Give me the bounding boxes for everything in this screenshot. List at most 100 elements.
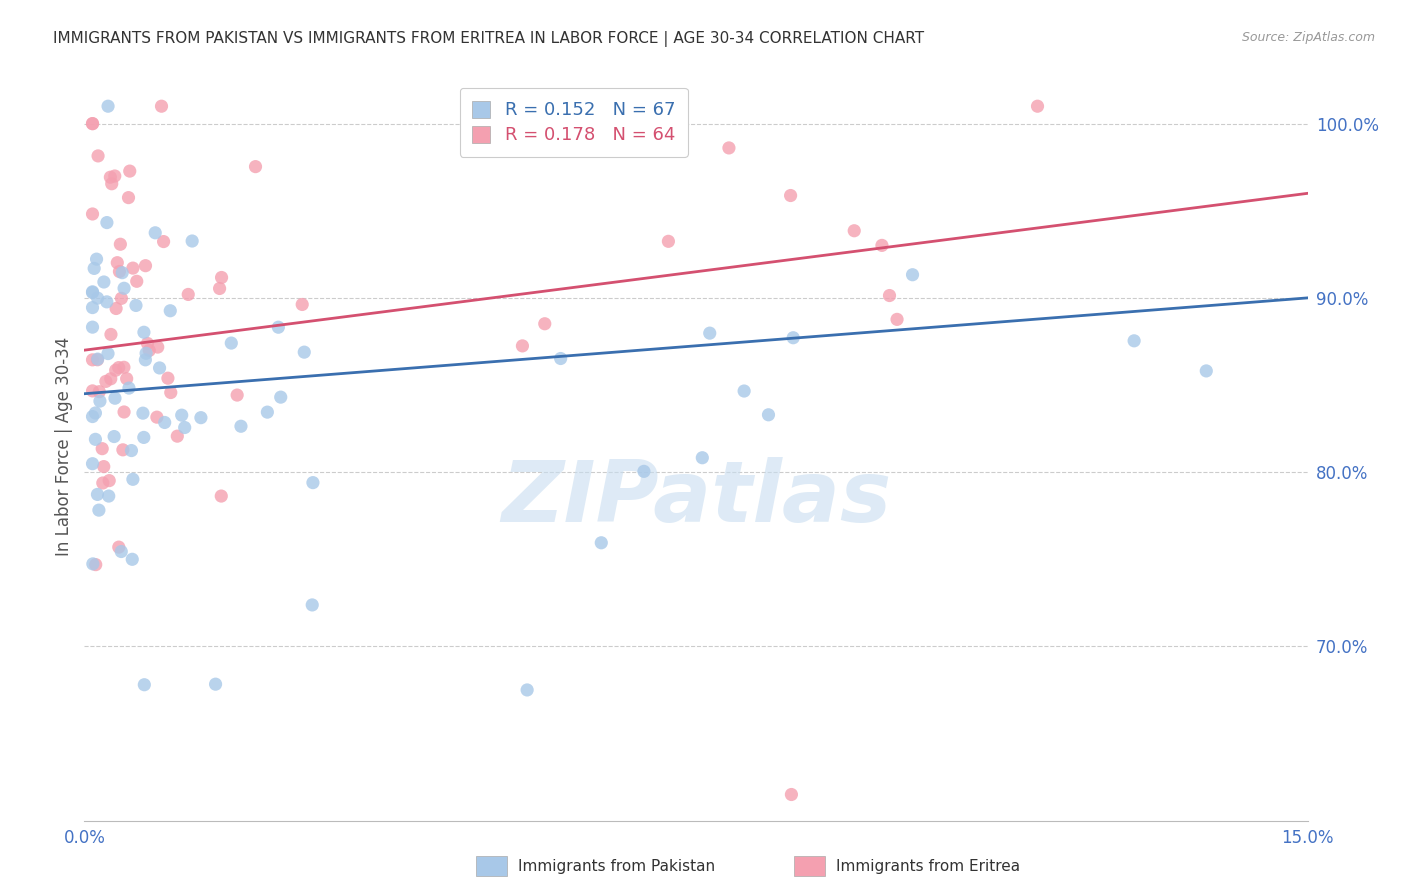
Point (173, 420, 195, 434)
Point (82, 117, 104, 131)
Point (118, 164, 141, 178)
Point (780, 788, 803, 802)
Point (482, 99, 505, 113)
Point (879, 288, 901, 302)
Point (267, 320, 290, 334)
Point (125, 274, 148, 288)
Point (122, 261, 145, 276)
Point (97, 489, 120, 503)
Point (901, 268, 924, 282)
Point (758, 408, 780, 422)
Point (170, 408, 193, 422)
Point (153, 416, 176, 430)
Point (733, 384, 755, 398)
Point (104, 391, 127, 405)
Point (516, 682, 538, 697)
Point (118, 381, 141, 395)
Point (112, 360, 135, 375)
Point (89, 394, 111, 409)
Point (292, 345, 315, 359)
Text: IMMIGRANTS FROM PAKISTAN VS IMMIGRANTS FROM ERITREA IN LABOR FORCE | AGE 30-34 C: IMMIGRANTS FROM PAKISTAN VS IMMIGRANTS F… (53, 31, 925, 47)
Point (533, 317, 555, 331)
Point (110, 544, 132, 558)
Point (886, 312, 908, 326)
Point (107, 540, 129, 554)
Point (177, 287, 200, 301)
Point (122, 472, 145, 486)
Point (782, 331, 804, 345)
Point (86, 352, 108, 367)
Point (1195, 364, 1218, 378)
Point (104, 363, 127, 377)
Point (134, 259, 156, 273)
Point (103, 429, 125, 443)
Point (84, 433, 107, 447)
Point (844, 224, 866, 238)
Point (108, 264, 131, 278)
Point (82, 117, 104, 131)
Point (204, 677, 226, 691)
Point (100, 372, 122, 386)
Point (135, 346, 157, 360)
Point (138, 343, 160, 358)
Point (146, 340, 169, 354)
Point (86, 487, 108, 501)
Point (115, 372, 138, 386)
Point (270, 390, 292, 404)
Point (159, 385, 181, 400)
Point (96, 216, 118, 230)
Point (550, 351, 572, 366)
Point (82, 207, 104, 221)
Point (159, 303, 181, 318)
Point (86, 291, 108, 305)
Point (84, 406, 107, 420)
Point (91, 475, 114, 490)
Legend: R = 0.152   N = 67, R = 0.178   N = 64: R = 0.152 N = 67, R = 0.178 N = 64 (460, 88, 688, 157)
Point (87, 149, 110, 163)
Text: ZIPatlas: ZIPatlas (501, 457, 891, 540)
Point (150, 99, 173, 113)
Point (86, 252, 108, 267)
Point (633, 464, 655, 478)
Point (89, 384, 111, 399)
Point (190, 410, 212, 425)
Point (111, 442, 134, 457)
Point (97, 99, 120, 113)
Point (96, 294, 118, 309)
Point (219, 336, 242, 351)
Point (870, 238, 893, 252)
Point (132, 406, 155, 420)
Point (82, 457, 104, 471)
Point (256, 405, 278, 419)
Point (302, 475, 325, 490)
Point (117, 191, 139, 205)
Point (245, 160, 267, 174)
Point (98, 170, 121, 185)
Point (112, 405, 135, 419)
Point (93, 459, 115, 474)
Point (82, 285, 104, 300)
Point (209, 489, 232, 503)
Point (107, 360, 129, 375)
Point (125, 298, 148, 312)
Point (112, 281, 135, 295)
Point (717, 141, 740, 155)
Point (100, 177, 122, 191)
Point (82, 409, 104, 424)
Point (132, 430, 155, 444)
Point (104, 169, 127, 183)
Point (111, 266, 134, 280)
Point (229, 419, 252, 434)
Point (291, 297, 314, 311)
Point (91, 442, 114, 456)
Point (87, 503, 110, 517)
Point (82, 557, 104, 571)
Point (512, 339, 534, 353)
Point (146, 410, 169, 425)
Point (105, 255, 128, 269)
Point (699, 326, 721, 340)
Text: Immigrants from Pakistan: Immigrants from Pakistan (517, 859, 716, 873)
Point (143, 226, 166, 240)
Point (208, 281, 231, 295)
Point (1123, 334, 1146, 348)
